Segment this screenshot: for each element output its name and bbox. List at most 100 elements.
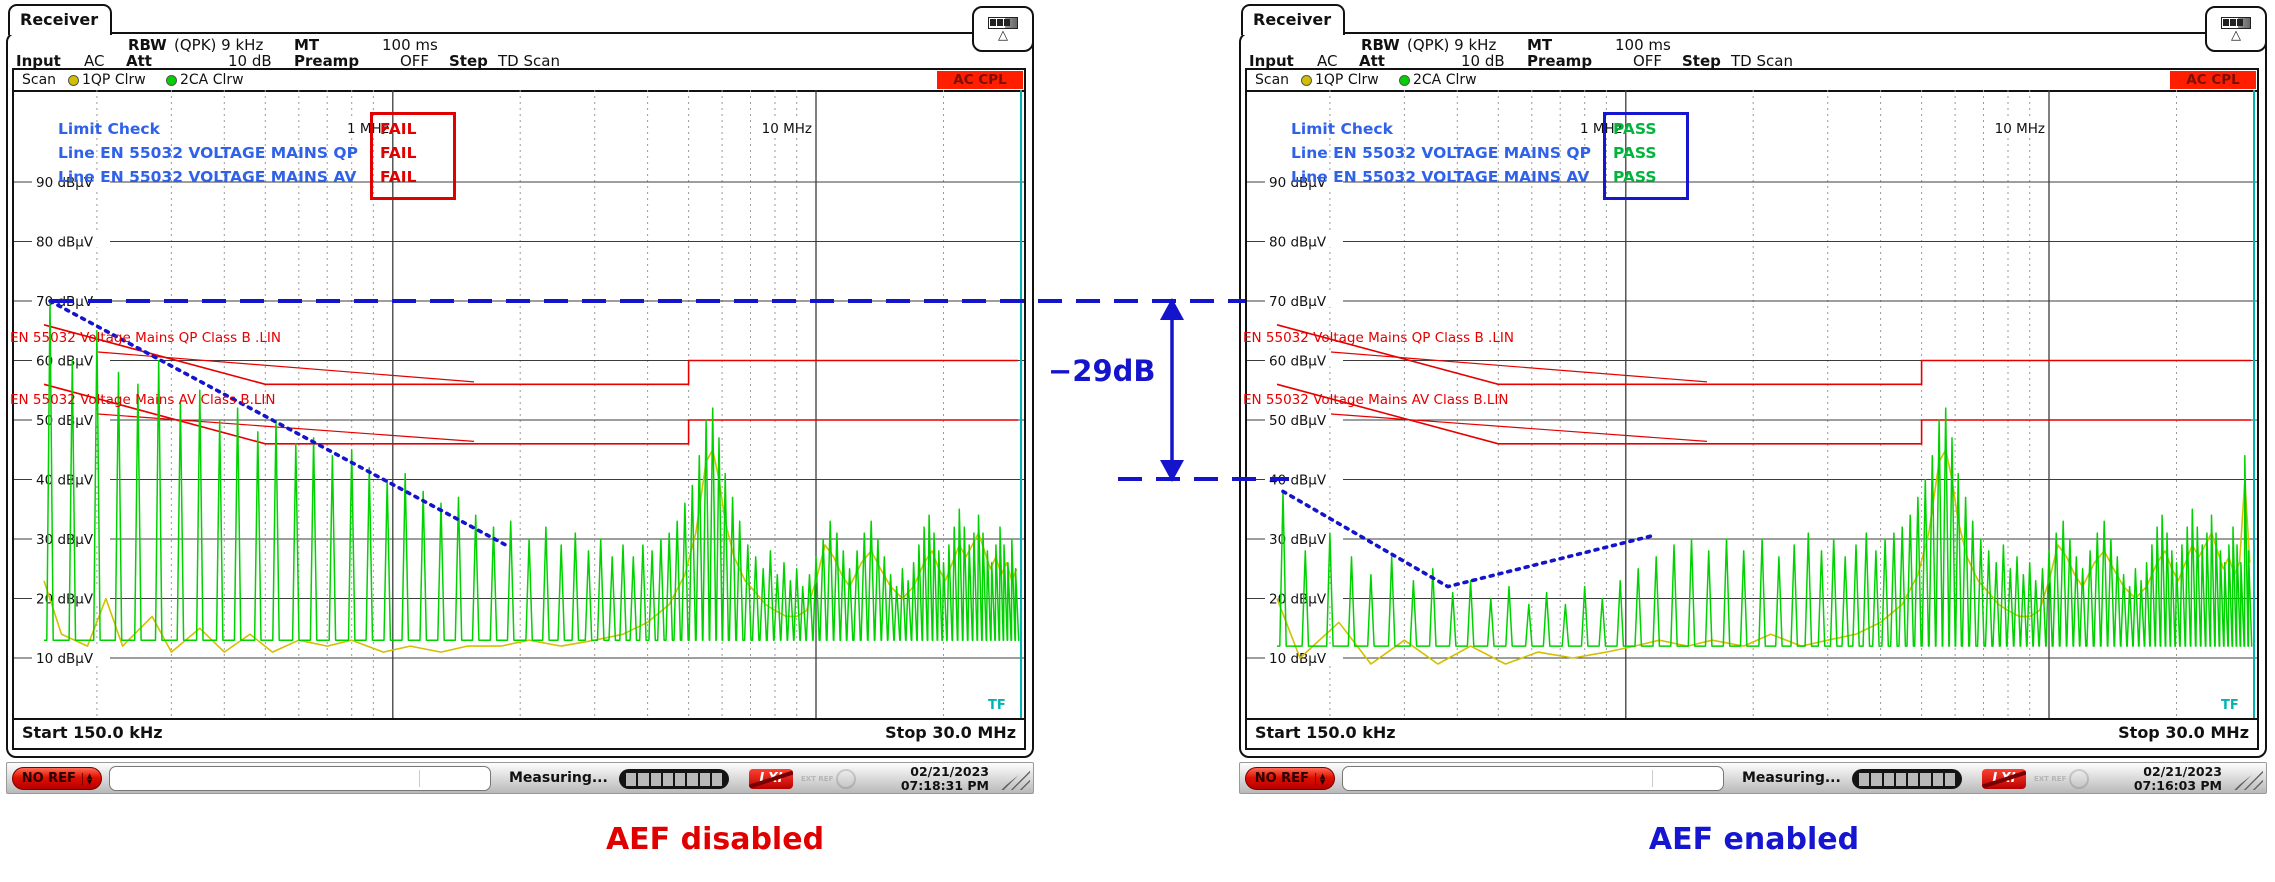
preamp-value: OFF bbox=[400, 52, 430, 70]
x-axis-label: 1 MHz bbox=[347, 121, 389, 137]
peak-trend-dotted-line bbox=[1281, 489, 1654, 589]
av-limit-line-label: EN 55032 Voltage Mains AV Class B.LIN bbox=[1243, 392, 1509, 408]
y-axis-label: 10 dBµV bbox=[1269, 651, 1327, 667]
trace-2ca bbox=[44, 300, 1020, 641]
entry-field[interactable] bbox=[1342, 766, 1724, 791]
frequency-range-bar: Start 150.0 kHz Stop 30.0 MHz bbox=[1247, 718, 2257, 748]
time-label: 07:18:31 PM bbox=[900, 778, 989, 793]
date-label: 02/21/2023 bbox=[2143, 764, 2222, 779]
ext-ref-icon: EXT REF bbox=[801, 768, 859, 790]
input-label: Input bbox=[16, 52, 61, 70]
limit-check-status-overall: PASS bbox=[1613, 120, 1657, 138]
fail-highlight-box bbox=[370, 112, 456, 200]
stop-frequency-label: Stop 30.0 MHz bbox=[2118, 723, 2249, 742]
att-label: Att bbox=[126, 52, 152, 70]
progress-bar-icon bbox=[2221, 16, 2251, 29]
lxi-error-icon: LXI bbox=[1982, 769, 2026, 789]
mt-label: MT bbox=[294, 36, 320, 54]
no-ref-label: NO REF bbox=[1254, 771, 1309, 786]
limit-check-line-av: Line EN 55032 VOLTAGE MAINS AV bbox=[1291, 168, 1590, 186]
stop-frequency-label: Stop 30.0 MHz bbox=[885, 723, 1016, 742]
no-ref-label: NO REF bbox=[21, 771, 76, 786]
y-axis-label: 80 dBµV bbox=[1269, 235, 1327, 251]
hardcopy-button[interactable]: △ bbox=[2205, 6, 2267, 52]
limit-check-line-qp: Line EN 55032 VOLTAGE MAINS QP bbox=[1291, 144, 1591, 162]
start-frequency-label: Start 150.0 kHz bbox=[1255, 723, 1396, 742]
scan-progress-bar bbox=[619, 769, 729, 789]
resize-grip[interactable] bbox=[1000, 766, 1030, 790]
spinner-arrows-icon[interactable]: ▲ ▼ bbox=[1314, 772, 1325, 785]
y-axis-label: 40 dBµV bbox=[1269, 473, 1327, 489]
trace-1qp bbox=[1276, 448, 2251, 665]
x-label-bg bbox=[1989, 120, 2046, 136]
measuring-status: Measuring... bbox=[509, 770, 608, 786]
limit-check-status-qp: FAIL bbox=[380, 144, 417, 162]
y-label-bg bbox=[32, 648, 110, 664]
y-label-bg bbox=[32, 172, 110, 188]
peak-trend-dotted-line bbox=[48, 299, 508, 547]
ac-coupling-badge: AC CPL bbox=[2170, 71, 2256, 89]
receiver-tab[interactable]: Receiver bbox=[8, 4, 112, 35]
tf-indicator: TF bbox=[2221, 698, 2239, 713]
limit-line-qp bbox=[43, 324, 1018, 386]
scan-legend-row: Scan 1QP Clrw 2CA Clrw AC CPL bbox=[1247, 70, 2257, 92]
limit-check-title: Limit Check bbox=[1291, 120, 1393, 138]
delta-arrowhead-up-icon bbox=[1160, 298, 1184, 320]
limit-check-line-av: Line EN 55032 VOLTAGE MAINS AV bbox=[58, 168, 357, 186]
y-axis-label: 30 dBµV bbox=[36, 532, 94, 548]
ext-ref-icon: EXT REF bbox=[2034, 768, 2092, 790]
no-ref-button[interactable]: NO REF ▲ ▼ bbox=[1245, 767, 1335, 790]
receiver-tab[interactable]: Receiver bbox=[1241, 4, 1345, 35]
ac-coupling-badge: AC CPL bbox=[937, 71, 1023, 89]
att-label: Att bbox=[1359, 52, 1385, 70]
y-label-bg bbox=[32, 231, 110, 248]
y-axis-label: 70 dBµV bbox=[36, 294, 94, 310]
y-axis-label: 70 dBµV bbox=[1269, 294, 1327, 310]
qp-label-leader bbox=[1330, 351, 1708, 383]
lxi-error-icon: LXI bbox=[749, 769, 793, 789]
x-label-bg bbox=[1565, 120, 1623, 136]
y-label-bg bbox=[1265, 291, 1343, 307]
trace1-color-icon bbox=[68, 75, 79, 86]
mt-label: MT bbox=[1527, 36, 1553, 54]
rbw-value: (QPK) 9 kHz bbox=[1407, 36, 1497, 54]
y-axis-label: 20 dBµV bbox=[1269, 592, 1327, 608]
y-axis-label: 30 dBµV bbox=[1269, 532, 1327, 548]
input-label: Input bbox=[1249, 52, 1294, 70]
y-label-bg bbox=[1265, 172, 1343, 188]
trace1-legend: 1QP Clrw bbox=[1315, 72, 1379, 88]
y-label-bg bbox=[32, 350, 110, 367]
qp-label-leader bbox=[97, 351, 475, 383]
datetime: 02/21/2023 07:18:31 PM bbox=[901, 765, 989, 793]
y-label-bg bbox=[1265, 469, 1343, 486]
entry-field[interactable] bbox=[109, 766, 491, 791]
spinner-arrows-icon[interactable]: ▲ ▼ bbox=[81, 772, 92, 785]
y-label-bg bbox=[1265, 350, 1343, 367]
preamp-label: Preamp bbox=[1527, 52, 1593, 70]
tf-indicator: TF bbox=[988, 698, 1006, 713]
hardcopy-button[interactable]: △ bbox=[972, 6, 1034, 52]
y-axis-label: 80 dBµV bbox=[36, 235, 94, 251]
y-axis-label: 50 dBµV bbox=[36, 413, 94, 429]
no-ref-button[interactable]: NO REF ▲ ▼ bbox=[12, 767, 102, 790]
step-value: TD Scan bbox=[498, 52, 560, 70]
trace2-color-icon bbox=[1399, 75, 1410, 86]
y-label-bg bbox=[1265, 231, 1343, 248]
trace1-legend: 1QP Clrw bbox=[82, 72, 146, 88]
y-axis-label: 20 dBµV bbox=[36, 592, 94, 608]
triangle-icon: △ bbox=[2231, 27, 2241, 43]
x-axis-label: 10 MHz bbox=[1995, 121, 2045, 137]
mt-value: 100 ms bbox=[1615, 36, 1671, 54]
preamp-value: OFF bbox=[1633, 52, 1663, 70]
time-label: 07:16:03 PM bbox=[2133, 778, 2222, 793]
y-axis-label: 60 dBµV bbox=[1269, 354, 1327, 370]
att-value: 10 dB bbox=[1461, 52, 1505, 70]
start-frequency-label: Start 150.0 kHz bbox=[22, 723, 163, 742]
caption-aef-enabled: AEF enabled bbox=[1648, 822, 1860, 857]
mt-value: 100 ms bbox=[382, 36, 438, 54]
caption-aef-disabled: AEF disabled bbox=[605, 822, 825, 857]
step-value: TD Scan bbox=[1731, 52, 1793, 70]
resize-grip[interactable] bbox=[2233, 766, 2263, 790]
measuring-status: Measuring... bbox=[1742, 770, 1841, 786]
qp-limit-line-label: EN 55032 Voltage Mains QP Class B .LIN bbox=[10, 330, 281, 346]
